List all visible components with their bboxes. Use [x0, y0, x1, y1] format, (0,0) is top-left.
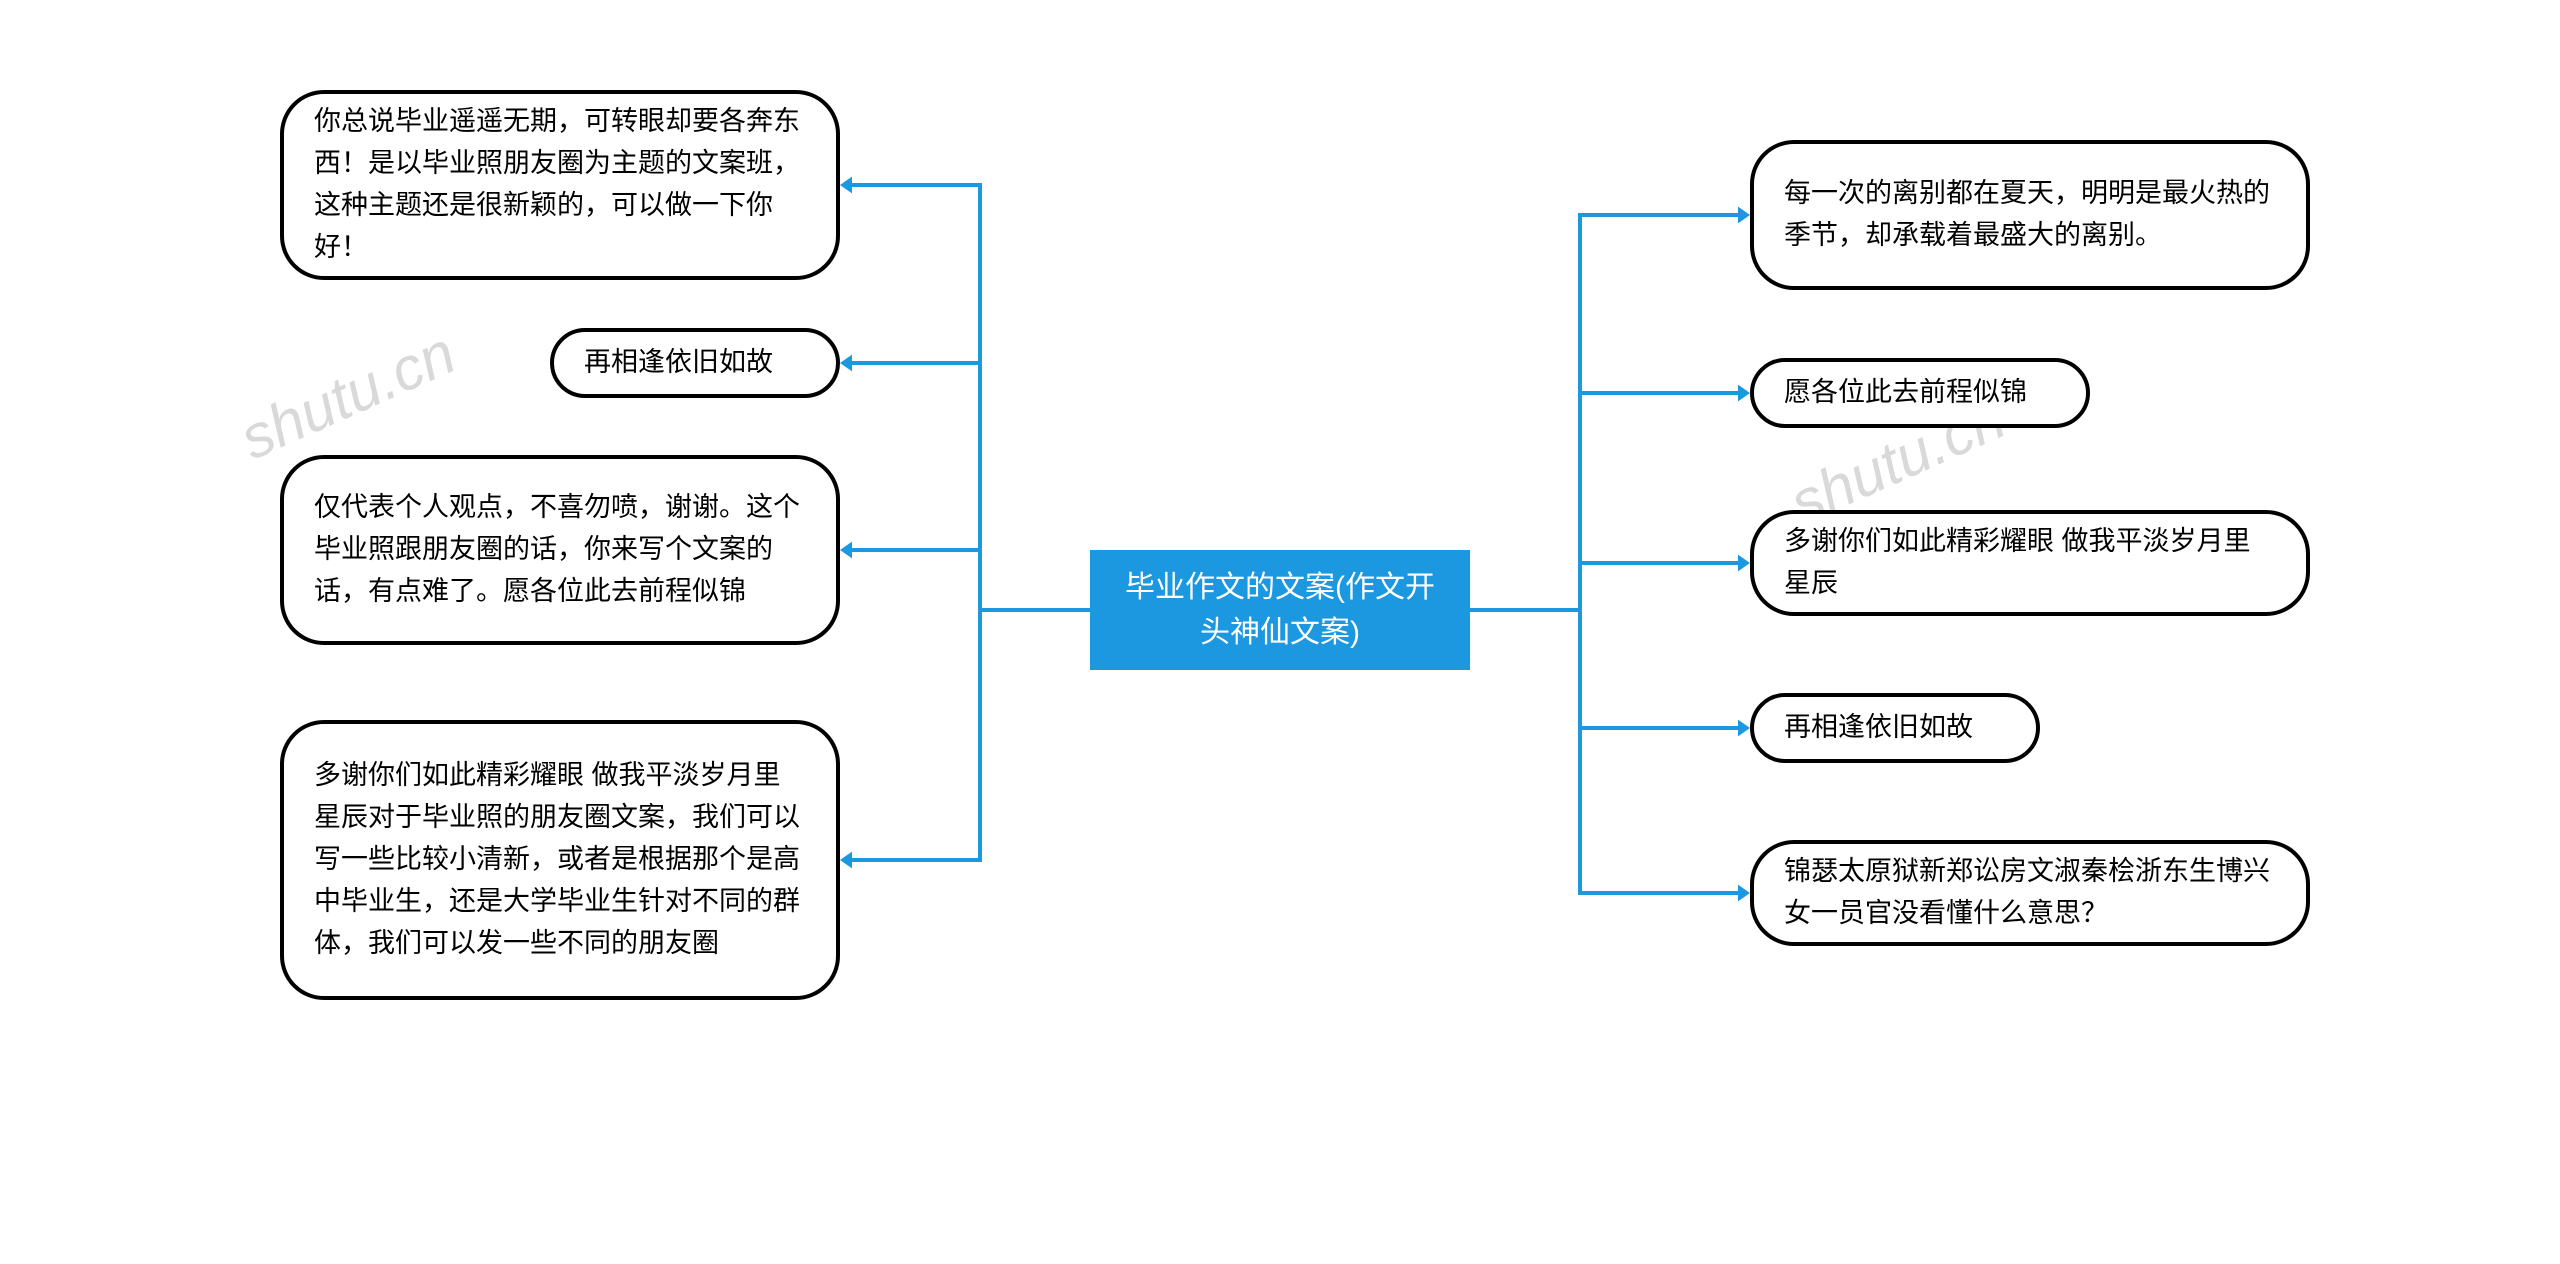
connector-arrow-icon: [1738, 720, 1750, 737]
left-node-0[interactable]: 你总说毕业遥遥无期，可转眼却要各奔东西！是以毕业照朋友圈为主题的文案班，这种主题…: [280, 90, 840, 280]
right-node-4[interactable]: 锦瑟太原狱新郑讼房文淑秦桧浙东生博兴女一员官没看懂什么意思？: [1750, 840, 2310, 946]
connector-line: [1580, 610, 1738, 728]
right-node-1[interactable]: 愿各位此去前程似锦: [1750, 358, 2090, 428]
connector-line: [1580, 563, 1738, 610]
connector-arrow-icon: [840, 177, 852, 194]
connector-arrow-icon: [1738, 555, 1750, 572]
left-node-1[interactable]: 再相逢依旧如故: [550, 328, 840, 398]
connector-line: [852, 363, 980, 610]
left-node-2[interactable]: 仅代表个人观点，不喜勿喷，谢谢。这个毕业照跟朋友圈的话，你来写个文案的话，有点难…: [280, 455, 840, 645]
watermark: shutu.cn: [230, 318, 465, 473]
right-node-2[interactable]: 多谢你们如此精彩耀眼 做我平淡岁月里星辰: [1750, 510, 2310, 616]
center-node[interactable]: 毕业作文的文案(作文开头神仙文案): [1090, 550, 1470, 670]
connector-arrow-icon: [840, 852, 852, 869]
connector-line: [1580, 610, 1738, 893]
left-node-3[interactable]: 多谢你们如此精彩耀眼 做我平淡岁月里星辰对于毕业照的朋友圈文案，我们可以写一些比…: [280, 720, 840, 1000]
right-node-0[interactable]: 每一次的离别都在夏天，明明是最火热的季节，却承载着最盛大的离别。: [1750, 140, 2310, 290]
connector-arrow-icon: [1738, 385, 1750, 402]
connector-arrow-icon: [840, 542, 852, 559]
connector-arrow-icon: [840, 355, 852, 372]
connector-arrow-icon: [1738, 207, 1750, 224]
connector-line: [852, 610, 980, 860]
mindmap-canvas: shutu.cnshutu.cnshutu.cn毕业作文的文案(作文开头神仙文案…: [0, 0, 2560, 1264]
connector-line: [1580, 393, 1738, 610]
right-node-3[interactable]: 再相逢依旧如故: [1750, 693, 2040, 763]
connector-line: [852, 550, 980, 610]
connector-arrow-icon: [1738, 885, 1750, 902]
connector-line: [852, 185, 980, 610]
connector-line: [1580, 215, 1738, 610]
